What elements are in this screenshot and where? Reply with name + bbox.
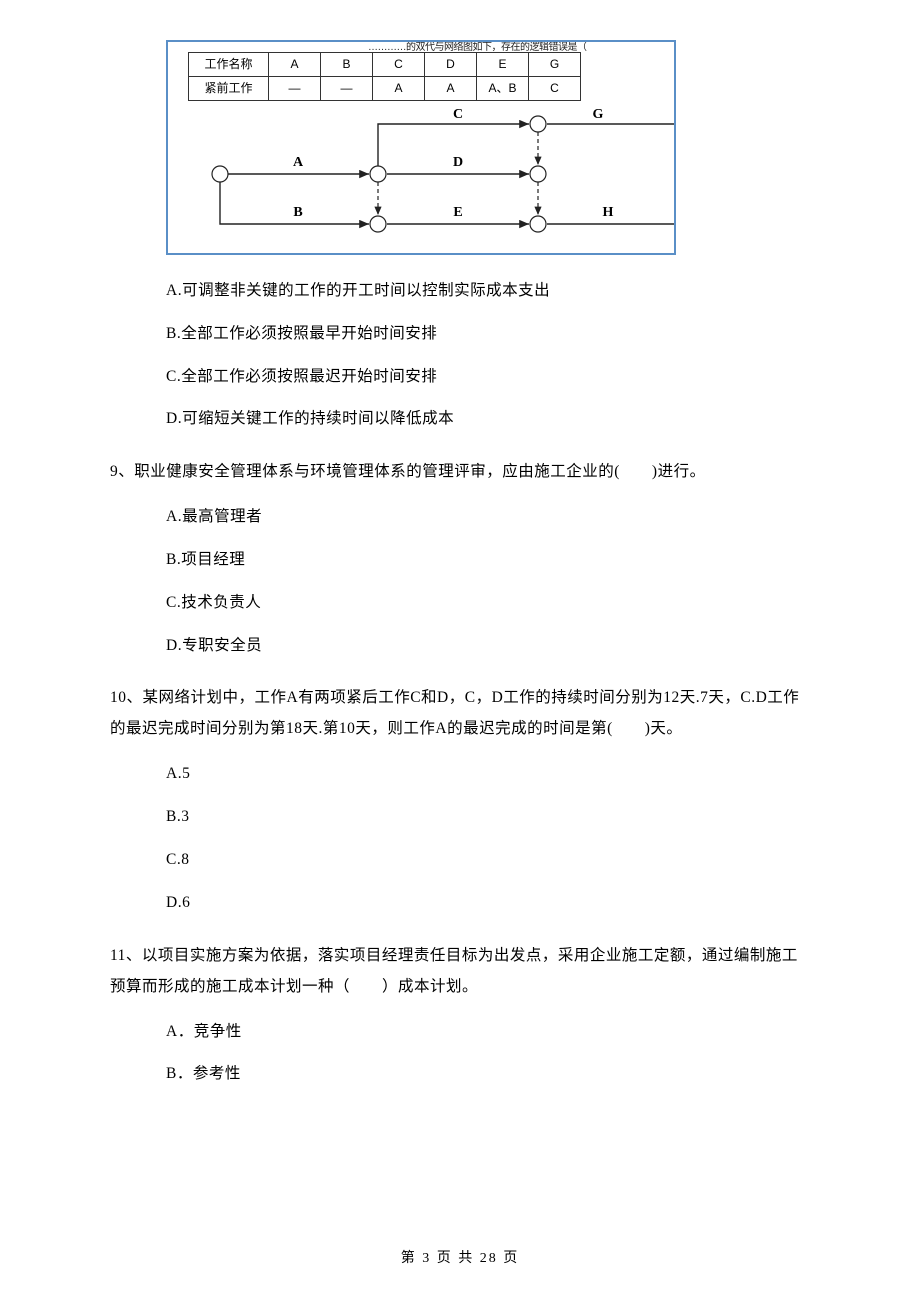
cell-col-D: D — [425, 53, 477, 77]
cell-col-E: E — [477, 53, 529, 77]
table-row-header: 工作名称 A B C D E G — [189, 53, 581, 77]
cell-pred-D: A — [425, 77, 477, 101]
predecessor-table: 工作名称 A B C D E G 紧前工作 — — A A A、B C — [188, 52, 581, 101]
page-footer: 第 3 页 共 28 页 — [0, 1248, 920, 1270]
cell-pred-E: A、B — [477, 77, 529, 101]
question-9-options: A.最高管理者 B.项目经理 C.技术负责人 D.专职安全员 — [110, 505, 810, 658]
q9-option-C: C.技术负责人 — [166, 591, 810, 616]
q8-option-D: D.可缩短关键工作的持续时间以降低成本 — [166, 407, 810, 432]
cell-col-B: B — [321, 53, 373, 77]
cell-label-work: 工作名称 — [189, 53, 269, 77]
figure-network-diagram: …………的双代与网络图如下，存在的逻辑错误是（ 工作名称 A B C D E G… — [166, 40, 676, 255]
q10-option-C: C.8 — [166, 848, 810, 873]
question-8-options: A.可调整非关键的工作的开工时间以控制实际成本支出 B.全部工作必须按照最早开始… — [110, 279, 810, 432]
cell-pred-G: C — [529, 77, 581, 101]
cell-col-C: C — [373, 53, 425, 77]
q9-option-A: A.最高管理者 — [166, 505, 810, 530]
edge-label-B: B — [293, 205, 302, 220]
edge-label-A: A — [293, 155, 304, 170]
q9-option-B: B.项目经理 — [166, 548, 810, 573]
q10-option-A: A.5 — [166, 762, 810, 787]
cell-label-pred: 紧前工作 — [189, 77, 269, 101]
q8-option-A: A.可调整非关键的工作的开工时间以控制实际成本支出 — [166, 279, 810, 304]
network-svg: A B C D E G H — [168, 104, 676, 254]
q11-stem: 11、以项目实施方案为依据，落实项目经理责任目标为出发点，采用企业施工定额，通过… — [110, 940, 810, 1002]
cell-pred-B: — — [321, 77, 373, 101]
question-10-options: A.5 B.3 C.8 D.6 — [110, 762, 810, 915]
q8-option-C: C.全部工作必须按照最迟开始时间安排 — [166, 365, 810, 390]
q10-stem: 10、某网络计划中，工作A有两项紧后工作C和D，C，D工作的持续时间分别为12天… — [110, 682, 810, 744]
cell-pred-C: A — [373, 77, 425, 101]
cell-col-G: G — [529, 53, 581, 77]
q10-option-B: B.3 — [166, 805, 810, 830]
edge-label-E: E — [453, 205, 462, 220]
cell-col-A: A — [269, 53, 321, 77]
edge-label-H: H — [603, 205, 614, 220]
q8-option-B: B.全部工作必须按照最早开始时间安排 — [166, 322, 810, 347]
edge-label-C: C — [453, 107, 463, 122]
edge-label-D: D — [453, 155, 463, 170]
q10-option-D: D.6 — [166, 891, 810, 916]
q11-option-A: A．竞争性 — [166, 1020, 810, 1045]
cell-pred-A: — — [269, 77, 321, 101]
q9-stem: 9、职业健康安全管理体系与环境管理体系的管理评审，应由施工企业的( )进行。 — [110, 456, 810, 487]
table-row-pred: 紧前工作 — — A A A、B C — [189, 77, 581, 101]
q9-option-D: D.专职安全员 — [166, 634, 810, 659]
question-11-options: A．竞争性 B．参考性 — [110, 1020, 810, 1088]
q11-option-B: B．参考性 — [166, 1062, 810, 1087]
edge-label-G: G — [593, 107, 604, 122]
page-content: …………的双代与网络图如下，存在的逻辑错误是（ 工作名称 A B C D E G… — [0, 0, 920, 1087]
